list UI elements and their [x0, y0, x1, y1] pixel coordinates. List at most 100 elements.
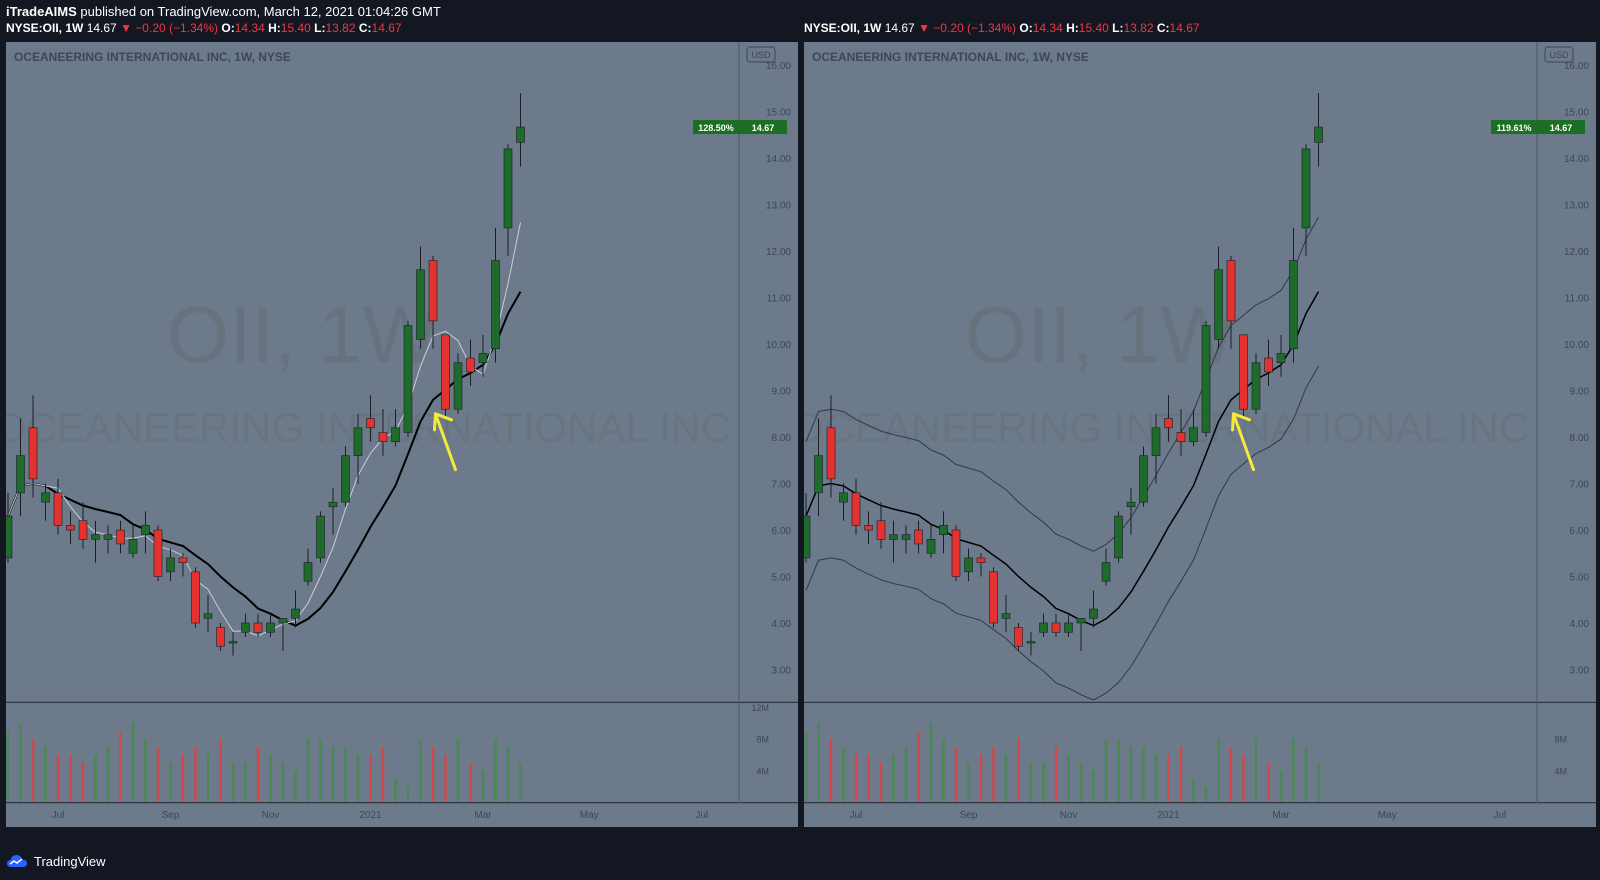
time-tick-label: May — [1378, 810, 1397, 821]
candle-up — [41, 492, 50, 503]
candle-down — [826, 427, 836, 480]
volume-bar-up — [494, 738, 497, 802]
price-tick-label: 14.00 — [766, 154, 791, 165]
volume-bar-down — [979, 754, 983, 802]
annotation-arrow-shaft — [1232, 412, 1255, 472]
candle-up — [1089, 608, 1098, 619]
volume-bar-down — [1242, 754, 1245, 802]
candle-up — [889, 534, 898, 540]
candle-down — [366, 418, 375, 429]
candle-down — [53, 492, 63, 526]
volume-bar-up — [967, 762, 970, 802]
candle-up — [1151, 427, 1161, 456]
time-tick-label: Mar — [1272, 810, 1290, 821]
annotation-arrowhead-icon — [1231, 412, 1251, 432]
volume-bar-up — [419, 738, 422, 802]
close-label: C: — [1156, 21, 1170, 35]
last-price-badge — [1537, 120, 1585, 135]
volume-bar-up — [231, 762, 235, 802]
volume-bar-down — [56, 754, 60, 802]
volume-bar-down — [1167, 754, 1170, 802]
candle-up — [1189, 427, 1198, 443]
price-tick-label: 4.00 — [1570, 619, 1590, 630]
open-value: 14.34 — [1032, 21, 1063, 35]
volume-bar-down — [194, 746, 197, 802]
chart-panel-right[interactable]: OII, 1W OCEANEERING INTERNATIONAL INC OCEA… — [804, 42, 1596, 844]
percent-badge — [1491, 120, 1537, 135]
price-tick-label: 10.00 — [766, 340, 791, 351]
volume-bar-up — [94, 754, 97, 802]
header-bar: iTradeAIMS published on TradingView.com,… — [0, 0, 1600, 42]
price-tick-label: 9.00 — [1570, 387, 1590, 398]
volume-bar-up — [294, 770, 297, 802]
tradingview-logo[interactable]: TradingView — [6, 853, 106, 869]
percent-badge-label: 128.50% — [698, 123, 734, 133]
slow-moving-average — [7, 291, 522, 627]
volume-bar-up — [1154, 754, 1158, 802]
candle-up — [416, 269, 425, 340]
time-tick-label: Sep — [960, 810, 978, 821]
volume-bar-up — [244, 762, 247, 802]
volume-bar-up — [1142, 746, 1145, 802]
brand-name: TradingView — [34, 853, 106, 869]
volume-bar-up — [1029, 762, 1033, 802]
price-change: −0.20 (−1.34%) — [135, 21, 219, 35]
symbol-label: NYSE:OII, 1W — [6, 21, 84, 35]
quote-legend-left: NYSE:OII, 1W 14.67 ▼ −0.20 (−1.34%) O:14… — [6, 21, 402, 35]
candle-up — [1301, 148, 1311, 229]
volume-bar-up — [331, 746, 335, 802]
low-value: 13.82 — [1123, 21, 1154, 35]
candle-up — [341, 455, 350, 503]
price-tick-label: 15.00 — [1564, 108, 1589, 119]
candle-down — [1226, 260, 1236, 322]
volume-bar-down — [219, 738, 222, 802]
candle-up — [241, 622, 250, 633]
candle-up — [516, 126, 525, 143]
high-label: H: — [268, 21, 281, 35]
volume-bar-up — [1204, 786, 1208, 802]
price-tick-label: 6.00 — [1570, 526, 1590, 537]
candle-up — [1201, 325, 1211, 433]
volume-bar-up — [1317, 762, 1320, 802]
volume-bar-up — [1079, 762, 1083, 802]
volume-bar-up — [942, 738, 945, 802]
candle-up — [1276, 353, 1286, 364]
candle-up — [1126, 501, 1136, 508]
price-tick-label: 4.00 — [772, 619, 792, 630]
candle-up — [1314, 126, 1323, 143]
volume-bar-up — [817, 722, 820, 802]
candle-down — [876, 520, 886, 540]
author-name[interactable]: iTradeAIMS — [6, 4, 77, 19]
last-price-badge-label: 14.67 — [752, 123, 775, 133]
volume-bar-down — [256, 746, 260, 802]
volume-tick-label: 8M — [756, 735, 769, 745]
volume-bar-up — [319, 738, 322, 802]
candle-up — [353, 427, 363, 456]
volume-bar-down — [156, 746, 160, 802]
price-tick-label: 11.00 — [1565, 294, 1590, 305]
candle-up — [228, 641, 238, 644]
symbol-label: NYSE:OII, 1W — [804, 21, 882, 35]
candle-up — [814, 455, 823, 494]
candle-down — [1051, 622, 1061, 633]
candle-down — [66, 525, 75, 531]
volume-bar-down — [31, 738, 35, 802]
chart-panel-left[interactable]: OII, 1W OCEANEERING INTERNATIONAL INC OCEA… — [6, 42, 798, 844]
open-label: O: — [1019, 21, 1033, 35]
candle-up — [128, 539, 138, 554]
volume-tick-label: 8M — [1554, 735, 1567, 745]
price-tick-label: 11.00 — [767, 294, 792, 305]
price-tick-label: 15.00 — [766, 108, 791, 119]
candle-down — [78, 520, 88, 540]
candle-up — [1251, 362, 1261, 410]
price-tick-label: 5.00 — [772, 573, 792, 584]
currency-box — [746, 46, 776, 63]
candle-up — [1114, 515, 1123, 559]
price-tick-label: 7.00 — [772, 480, 792, 491]
high-label: H: — [1066, 21, 1079, 35]
high-value: 15.40 — [1078, 21, 1109, 35]
candle-down — [1176, 432, 1186, 443]
volume-bar-down — [1179, 746, 1183, 802]
